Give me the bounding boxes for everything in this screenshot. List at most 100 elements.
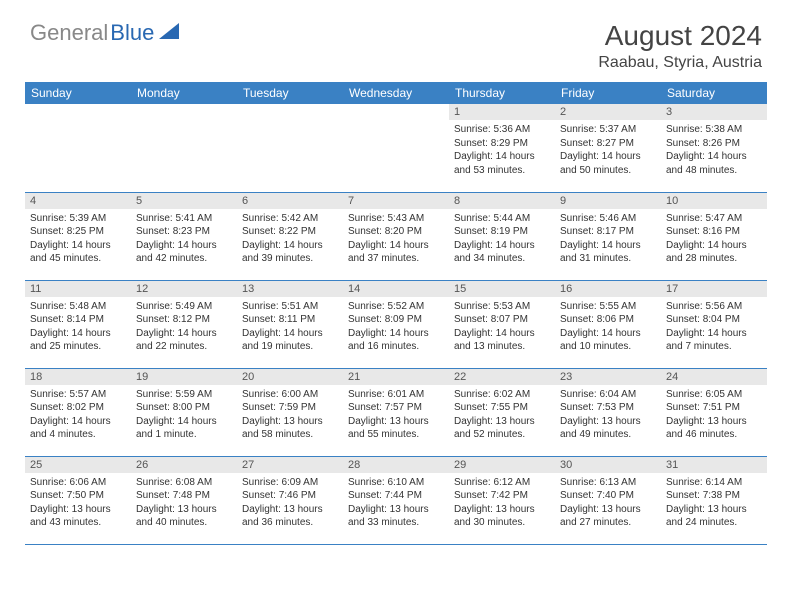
sunset-text: Sunset: 7:42 PM [454, 489, 550, 503]
sunrise-text: Sunrise: 5:38 AM [666, 123, 762, 137]
sunrise-text: Sunrise: 6:09 AM [242, 476, 338, 490]
sunrise-text: Sunrise: 5:51 AM [242, 300, 338, 314]
day-info: Sunrise: 5:41 AMSunset: 8:23 PMDaylight:… [131, 209, 237, 269]
sunrise-text: Sunrise: 5:37 AM [560, 123, 656, 137]
day-number: 30 [555, 457, 661, 473]
day-number: 16 [555, 281, 661, 297]
sunrise-text: Sunrise: 5:55 AM [560, 300, 656, 314]
sunset-text: Sunset: 7:50 PM [30, 489, 126, 503]
weekday-header: Friday [555, 82, 661, 104]
day-info: Sunrise: 5:36 AMSunset: 8:29 PMDaylight:… [449, 120, 555, 180]
sunset-text: Sunset: 8:22 PM [242, 225, 338, 239]
sunset-text: Sunset: 8:26 PM [666, 137, 762, 151]
sunset-text: Sunset: 8:11 PM [242, 313, 338, 327]
day-info: Sunrise: 5:39 AMSunset: 8:25 PMDaylight:… [25, 209, 131, 269]
day-number: 9 [555, 193, 661, 209]
sunrise-text: Sunrise: 6:01 AM [348, 388, 444, 402]
day-info: Sunrise: 6:08 AMSunset: 7:48 PMDaylight:… [131, 473, 237, 533]
day-number: 29 [449, 457, 555, 473]
page-header: General Blue August 2024 Raabau, Styria,… [0, 0, 792, 82]
calendar-day-cell: 22Sunrise: 6:02 AMSunset: 7:55 PMDayligh… [449, 368, 555, 456]
daylight-text: Daylight: 14 hours and 28 minutes. [666, 239, 762, 266]
day-number: 7 [343, 193, 449, 209]
day-number: 24 [661, 369, 767, 385]
day-number: 2 [555, 104, 661, 120]
day-number: 19 [131, 369, 237, 385]
day-info: Sunrise: 5:48 AMSunset: 8:14 PMDaylight:… [25, 297, 131, 357]
daylight-text: Daylight: 13 hours and 43 minutes. [30, 503, 126, 530]
sunrise-text: Sunrise: 6:06 AM [30, 476, 126, 490]
calendar-day-cell: 6Sunrise: 5:42 AMSunset: 8:22 PMDaylight… [237, 192, 343, 280]
calendar-day-cell: 16Sunrise: 5:55 AMSunset: 8:06 PMDayligh… [555, 280, 661, 368]
day-number: 10 [661, 193, 767, 209]
day-number: 1 [449, 104, 555, 120]
calendar-day-cell: 21Sunrise: 6:01 AMSunset: 7:57 PMDayligh… [343, 368, 449, 456]
day-info: Sunrise: 6:09 AMSunset: 7:46 PMDaylight:… [237, 473, 343, 533]
daylight-text: Daylight: 14 hours and 53 minutes. [454, 150, 550, 177]
daylight-text: Daylight: 14 hours and 50 minutes. [560, 150, 656, 177]
logo-text-blue: Blue [110, 20, 154, 46]
calendar-week-row: 4Sunrise: 5:39 AMSunset: 8:25 PMDaylight… [25, 192, 767, 280]
daylight-text: Daylight: 14 hours and 48 minutes. [666, 150, 762, 177]
sunset-text: Sunset: 8:09 PM [348, 313, 444, 327]
day-number: 28 [343, 457, 449, 473]
daylight-text: Daylight: 13 hours and 30 minutes. [454, 503, 550, 530]
weekday-header: Wednesday [343, 82, 449, 104]
day-number: 22 [449, 369, 555, 385]
sunset-text: Sunset: 7:48 PM [136, 489, 232, 503]
daylight-text: Daylight: 13 hours and 49 minutes. [560, 415, 656, 442]
day-info: Sunrise: 5:37 AMSunset: 8:27 PMDaylight:… [555, 120, 661, 180]
day-number: 20 [237, 369, 343, 385]
day-info: Sunrise: 6:01 AMSunset: 7:57 PMDaylight:… [343, 385, 449, 445]
daylight-text: Daylight: 13 hours and 52 minutes. [454, 415, 550, 442]
calendar-week-row: 18Sunrise: 5:57 AMSunset: 8:02 PMDayligh… [25, 368, 767, 456]
daylight-text: Daylight: 13 hours and 46 minutes. [666, 415, 762, 442]
calendar-day-cell: 3Sunrise: 5:38 AMSunset: 8:26 PMDaylight… [661, 104, 767, 192]
daylight-text: Daylight: 14 hours and 45 minutes. [30, 239, 126, 266]
day-info: Sunrise: 5:43 AMSunset: 8:20 PMDaylight:… [343, 209, 449, 269]
day-info: Sunrise: 6:12 AMSunset: 7:42 PMDaylight:… [449, 473, 555, 533]
calendar-day-cell: 23Sunrise: 6:04 AMSunset: 7:53 PMDayligh… [555, 368, 661, 456]
day-info: Sunrise: 5:51 AMSunset: 8:11 PMDaylight:… [237, 297, 343, 357]
calendar-day-cell: 10Sunrise: 5:47 AMSunset: 8:16 PMDayligh… [661, 192, 767, 280]
daylight-text: Daylight: 14 hours and 37 minutes. [348, 239, 444, 266]
day-number: 15 [449, 281, 555, 297]
daylight-text: Daylight: 14 hours and 39 minutes. [242, 239, 338, 266]
day-number: 5 [131, 193, 237, 209]
sunset-text: Sunset: 7:51 PM [666, 401, 762, 415]
day-info: Sunrise: 6:02 AMSunset: 7:55 PMDaylight:… [449, 385, 555, 445]
day-info: Sunrise: 6:00 AMSunset: 7:59 PMDaylight:… [237, 385, 343, 445]
day-number: 8 [449, 193, 555, 209]
day-info: Sunrise: 5:53 AMSunset: 8:07 PMDaylight:… [449, 297, 555, 357]
sunrise-text: Sunrise: 6:04 AM [560, 388, 656, 402]
daylight-text: Daylight: 14 hours and 25 minutes. [30, 327, 126, 354]
calendar-day-cell: 2Sunrise: 5:37 AMSunset: 8:27 PMDaylight… [555, 104, 661, 192]
sunrise-text: Sunrise: 5:52 AM [348, 300, 444, 314]
day-number: 4 [25, 193, 131, 209]
calendar-empty-cell [343, 104, 449, 192]
day-info: Sunrise: 5:52 AMSunset: 8:09 PMDaylight:… [343, 297, 449, 357]
weekday-header: Saturday [661, 82, 767, 104]
daylight-text: Daylight: 14 hours and 1 minute. [136, 415, 232, 442]
sunrise-text: Sunrise: 5:59 AM [136, 388, 232, 402]
day-info: Sunrise: 5:46 AMSunset: 8:17 PMDaylight:… [555, 209, 661, 269]
sunrise-text: Sunrise: 5:36 AM [454, 123, 550, 137]
sunrise-text: Sunrise: 5:56 AM [666, 300, 762, 314]
sunrise-text: Sunrise: 5:47 AM [666, 212, 762, 226]
logo-text-gray: General [30, 20, 108, 46]
sunset-text: Sunset: 7:55 PM [454, 401, 550, 415]
day-number: 17 [661, 281, 767, 297]
calendar-day-cell: 4Sunrise: 5:39 AMSunset: 8:25 PMDaylight… [25, 192, 131, 280]
calendar-day-cell: 28Sunrise: 6:10 AMSunset: 7:44 PMDayligh… [343, 456, 449, 544]
day-number: 6 [237, 193, 343, 209]
calendar-day-cell: 29Sunrise: 6:12 AMSunset: 7:42 PMDayligh… [449, 456, 555, 544]
sunset-text: Sunset: 7:38 PM [666, 489, 762, 503]
sunset-text: Sunset: 7:57 PM [348, 401, 444, 415]
calendar-day-cell: 1Sunrise: 5:36 AMSunset: 8:29 PMDaylight… [449, 104, 555, 192]
day-info: Sunrise: 6:04 AMSunset: 7:53 PMDaylight:… [555, 385, 661, 445]
day-number: 31 [661, 457, 767, 473]
calendar-day-cell: 18Sunrise: 5:57 AMSunset: 8:02 PMDayligh… [25, 368, 131, 456]
daylight-text: Daylight: 14 hours and 16 minutes. [348, 327, 444, 354]
sunrise-text: Sunrise: 5:46 AM [560, 212, 656, 226]
day-info: Sunrise: 5:49 AMSunset: 8:12 PMDaylight:… [131, 297, 237, 357]
